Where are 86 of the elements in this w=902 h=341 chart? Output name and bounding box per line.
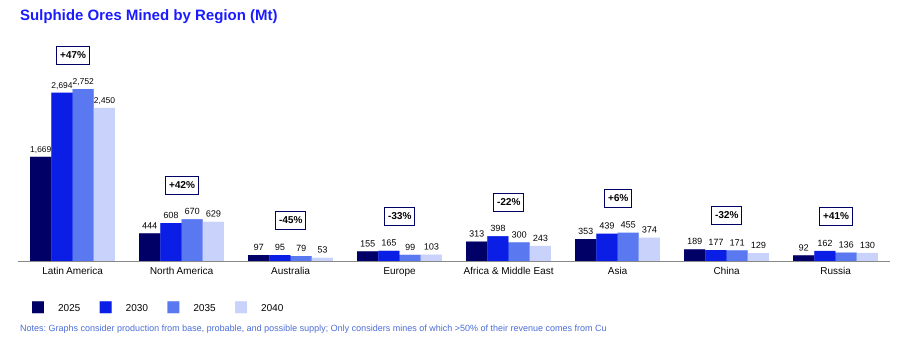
data-label: 79 [296,243,306,254]
data-label: 171 [730,237,745,248]
data-label: 177 [708,236,724,247]
annotation: -22% [497,197,520,208]
x-tick-label: Asia [608,266,628,277]
data-label: 129 [750,240,766,250]
data-label: 374 [642,224,657,235]
bar [836,252,857,261]
data-label: 670 [184,206,200,216]
data-label: 439 [599,220,614,231]
annotation: +47% [60,50,86,61]
bar [94,108,116,261]
data-label: 455 [620,220,636,230]
data-label: 165 [381,238,396,248]
bar [726,250,748,261]
text: Notes: Graphs consider production from base, probable, and possible supply; Only considers mines of which >50% of their revenue comes from Cu [20,323,607,333]
data-label: 103 [424,242,439,252]
legend-label: 2035 [193,303,216,314]
data-label: 97 [254,242,264,252]
data-label: 444 [142,220,158,230]
legend-label: 2030 [126,303,148,314]
data-label: 243 [532,232,548,243]
data-label: 2,694 [51,80,73,90]
annotation: -32% [715,210,738,221]
chart-title: Sulphide Ores Mined by Region (Mt) [20,7,278,24]
x-tick-label: Latin America [42,266,104,277]
bar [574,238,596,261]
x-tick-label: Australia [271,266,310,277]
x-tick-label: Europe [383,266,416,277]
data-label: 2,752 [72,76,94,86]
bar [596,234,618,261]
bar [748,252,770,261]
bar [420,254,442,261]
annotation: +6% [608,193,628,204]
data-label: 95 [274,242,285,252]
x-tick-label: China [713,266,740,277]
annotation: +42% [169,180,195,191]
annotation: -33% [388,211,412,222]
data-label: 353 [578,226,594,236]
data-label: 136 [838,240,854,250]
bar [269,255,290,261]
bar [378,250,400,261]
bar [792,255,814,261]
annotation: +41% [823,211,849,222]
data-label: 155 [360,238,376,248]
bar [705,250,726,261]
bar [182,219,203,261]
x-tick-label: Africa & Middle East [463,266,554,277]
data-label: 1,669 [30,144,52,154]
data-label: 608 [163,210,178,220]
data-label: 2,450 [94,95,116,106]
bar [530,246,552,261]
bar [138,233,160,261]
x-tick-label: North America [150,266,214,277]
data-label: 92 [798,242,809,252]
bar [508,242,530,261]
bar [202,222,224,261]
legend-label: 2025 [58,303,81,314]
bar [814,250,836,261]
bar [487,236,508,261]
bar [30,156,52,261]
data-label: 130 [860,240,875,250]
bar [466,241,488,261]
data-label: 300 [512,229,527,240]
data-label: 189 [687,236,702,246]
data-label: 162 [817,238,832,248]
data-label: 398 [490,223,506,234]
bar [856,252,878,261]
bar [618,232,639,261]
annotation: -45% [279,215,302,226]
bar [684,249,706,261]
bar [290,256,312,261]
bar [638,238,660,261]
bar [400,254,421,261]
data-label: 53 [317,244,328,255]
data-label: 629 [206,208,221,219]
x-tick-label: Russia [820,266,852,277]
bar [248,254,270,261]
bar [51,92,72,261]
bar [356,251,378,261]
data-label: 313 [469,228,484,238]
bar [312,258,334,261]
legend-label: 2040 [261,303,284,314]
bar [72,89,94,261]
data-label: 99 [405,242,416,252]
bar [160,223,182,261]
